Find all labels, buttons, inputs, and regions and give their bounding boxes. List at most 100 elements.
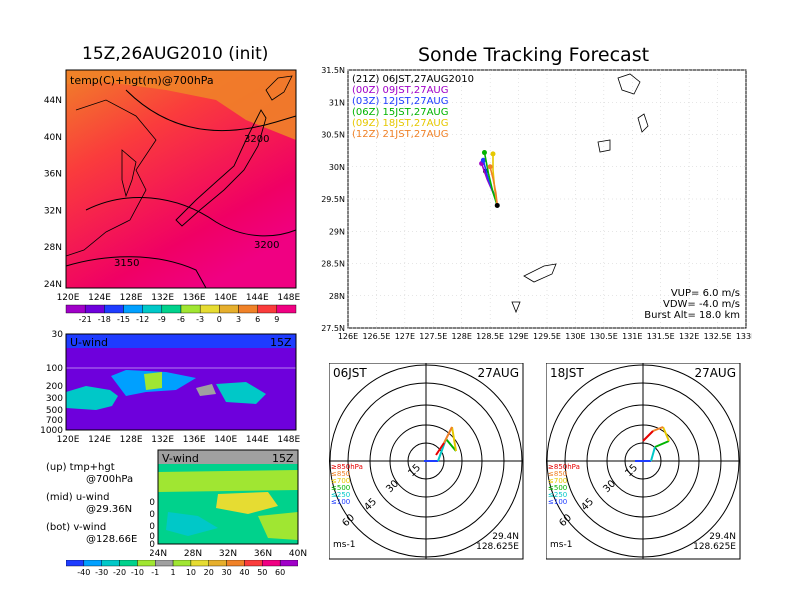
colorbar-label: -15 (117, 315, 130, 324)
track-x-tick: 127E (395, 332, 415, 341)
colorbar-swatch (84, 304, 105, 314)
u-x-tick: 124E (88, 435, 111, 445)
track-x-tick: 132E (679, 332, 699, 341)
v-wind-green-band (158, 470, 298, 492)
polar-lon: 128.625E (693, 542, 736, 552)
coastline-korea (121, 149, 137, 198)
wind-colorbar-swatch (101, 560, 120, 567)
track-y-tick: 31N (329, 98, 345, 107)
wind-colorbar-swatch (226, 560, 245, 567)
u-x-tick: 120E (57, 435, 80, 445)
track-x-tick: 129E (508, 332, 528, 341)
wind-colorbar-label: -40 (77, 568, 90, 576)
wind-colorbar-label: 40 (239, 568, 249, 576)
track-map: (21Z) 06JST,27AUG2010(00Z) 09JST,27AUG (0… (321, 66, 752, 341)
u-x-tick: 136E (183, 435, 206, 445)
u-y-tick: 1000 (40, 426, 63, 436)
track-y-tick: 31.5N (321, 66, 345, 75)
u-wind-label: U-wind (70, 336, 108, 349)
colorbar-label: 3 (236, 315, 241, 324)
track-x-tick: 126.5E (362, 332, 390, 341)
wind-colorbar-label: 20 (204, 568, 214, 576)
u-wind-grey-patch (196, 384, 216, 396)
hodograph-segment (451, 426, 457, 452)
v-wind-time: 15Z (272, 452, 294, 465)
island-5 (511, 301, 521, 314)
v-wind-yellow-core (216, 492, 278, 514)
side-legend: (up) tmp+hgt @700hPa (mid) u-wind @29.36… (46, 462, 137, 546)
track-line (483, 152, 499, 206)
polar-unit: ms-1 (550, 540, 572, 550)
wind-colorbar-label: 60 (275, 568, 285, 576)
track-legend-entry: (00Z) 09JST,27AUG (352, 85, 449, 96)
pressure-legend-entry: ≤100 (548, 498, 567, 506)
wind-colorbar-swatch (190, 560, 209, 567)
track-x-tick: 130E (565, 332, 585, 341)
colorbar-label: -21 (79, 315, 92, 324)
lat-tick-label: 32N (44, 206, 62, 216)
track-legend-entry: (09Z) 18JST,27AUG (352, 118, 449, 129)
colorbar-swatch (219, 304, 239, 314)
polar-date: 27AUG (694, 366, 736, 380)
v-wind-frame (157, 449, 299, 545)
u-y-tick: 30 (52, 330, 64, 340)
track-y-tick: 29.5N (321, 195, 345, 204)
pressure-legend-entry: ≤850 (548, 470, 567, 478)
polar-time: 18JST (550, 366, 584, 380)
polar-lat: 29.4N (492, 532, 519, 542)
track-annotation: VUP= 6.0 m/s (671, 288, 740, 299)
colorbar-swatch (65, 304, 86, 314)
track-x-tick: 129.5E (533, 332, 561, 341)
track-x-tick: 127.5E (419, 332, 447, 341)
wind-colorbar-swatch (137, 560, 156, 567)
island-2 (637, 113, 649, 133)
v-wind-cyan-low (166, 512, 218, 536)
hodograph-segment (443, 426, 453, 444)
track-legend-entry: (06Z) 15JST,27AUG (352, 107, 449, 118)
wind-colorbar-swatch (172, 560, 192, 567)
v-y-tick: 300 (150, 510, 155, 520)
u-y-tick: 500 (46, 406, 63, 416)
hodograph-segment (662, 426, 670, 442)
wind-colorbar-label: 30 (222, 568, 232, 576)
polar-time: 06JST (333, 366, 367, 380)
colorbar-swatch (104, 304, 124, 314)
coastline-japan (175, 109, 267, 227)
legend-bot-2: @128.66E (86, 534, 138, 545)
temp-colorbar: -21 -18 -15 -12 -9 -6 -3 0 3 6 9 (65, 304, 297, 324)
lon-tick-label: 132E (151, 293, 174, 303)
lon-tick-label: 128E (120, 293, 143, 303)
v-y-tick: 1000 (150, 540, 155, 550)
wind-colorbar-label: -1 (151, 568, 159, 576)
colorbar-label: 6 (255, 315, 260, 324)
v-wind-label: V-wind (162, 452, 199, 465)
wind-colorbar-label: -30 (95, 568, 108, 576)
track-x-tick: 131.5E (647, 332, 675, 341)
u-x-tick: 148E (277, 435, 300, 445)
wind-colorbar-swatch (83, 560, 102, 567)
island-1 (617, 73, 641, 95)
v-x-tick: 28N (184, 549, 202, 558)
track-legend-entry: (12Z) 21JST,27AUG (352, 129, 449, 140)
right-title: Sonde Tracking Forecast (418, 44, 650, 66)
wind-colorbar-swatch (66, 560, 85, 567)
wind-colorbar-swatch (155, 560, 174, 567)
pressure-legend-entry: ≤700 (331, 477, 350, 485)
burst-point (480, 157, 486, 163)
lat-tick-label: 40N (44, 133, 62, 143)
wind-colorbar-label: 50 (257, 568, 267, 576)
v-x-tick: 24N (150, 549, 167, 558)
polar-date: 27AUG (477, 366, 519, 380)
track-annotation: VDW= -4.0 m/s (663, 299, 740, 310)
wind-colorbar-label: 10 (186, 568, 196, 576)
burst-point (481, 150, 487, 156)
polar-lon: 128.625E (476, 542, 519, 552)
contour-label-3: 3150 (114, 258, 139, 269)
track-x-tick: 126E (338, 332, 358, 341)
warm-orange-region (66, 70, 296, 140)
hodograph-18jst: 18JST 27AUG15304560≥850hPa≤850≤700≤500≤25… (546, 363, 741, 560)
track-legend-entry: (21Z) 06JST,27AUG2010 (352, 74, 474, 85)
pressure-legend-entry: ≤500 (548, 484, 567, 492)
temp-map-frame (65, 69, 297, 289)
